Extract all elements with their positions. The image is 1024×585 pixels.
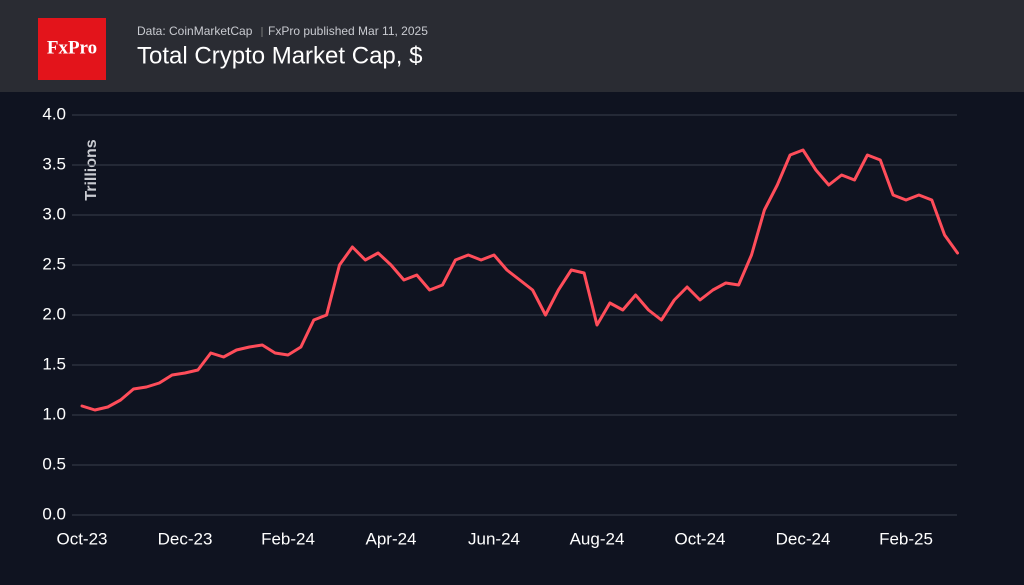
x-tick-label: Feb-24 bbox=[261, 529, 315, 548]
logo-box bbox=[38, 18, 106, 80]
header-bar bbox=[0, 0, 1024, 92]
x-tick-label: Apr-24 bbox=[365, 529, 416, 548]
x-tick-label: Oct-24 bbox=[674, 529, 725, 548]
source: Data: CoinMarketCap bbox=[137, 24, 253, 38]
y-tick-label: 1.5 bbox=[42, 354, 66, 373]
y-tick-label: 2.0 bbox=[42, 304, 66, 323]
y-tick-label: 3.0 bbox=[42, 204, 66, 223]
x-tick-label: Dec-24 bbox=[776, 529, 831, 548]
y-tick-label: 0.0 bbox=[42, 504, 66, 523]
x-tick-label: Dec-23 bbox=[158, 529, 213, 548]
y-tick-label: 1.0 bbox=[42, 404, 66, 423]
x-tick-label: Jun-24 bbox=[468, 529, 520, 548]
x-tick-label: Aug-24 bbox=[570, 529, 625, 548]
x-tick-label: Feb-25 bbox=[879, 529, 933, 548]
logo: FxPro bbox=[47, 37, 97, 58]
published: FxPro published Mar 11, 2025 bbox=[268, 24, 428, 38]
y-tick-label: 2.5 bbox=[42, 254, 66, 273]
line bbox=[80, 148, 959, 412]
y-tick-label: 3.5 bbox=[42, 154, 66, 173]
y-axis-label: Trillions bbox=[83, 139, 100, 200]
y-tick-label: 4.0 bbox=[42, 104, 66, 123]
chart-title: Total Crypto Market Cap, $ bbox=[137, 42, 422, 69]
y-tick-label: 0.5 bbox=[42, 454, 66, 473]
x-tick-label: Oct-23 bbox=[56, 529, 107, 548]
